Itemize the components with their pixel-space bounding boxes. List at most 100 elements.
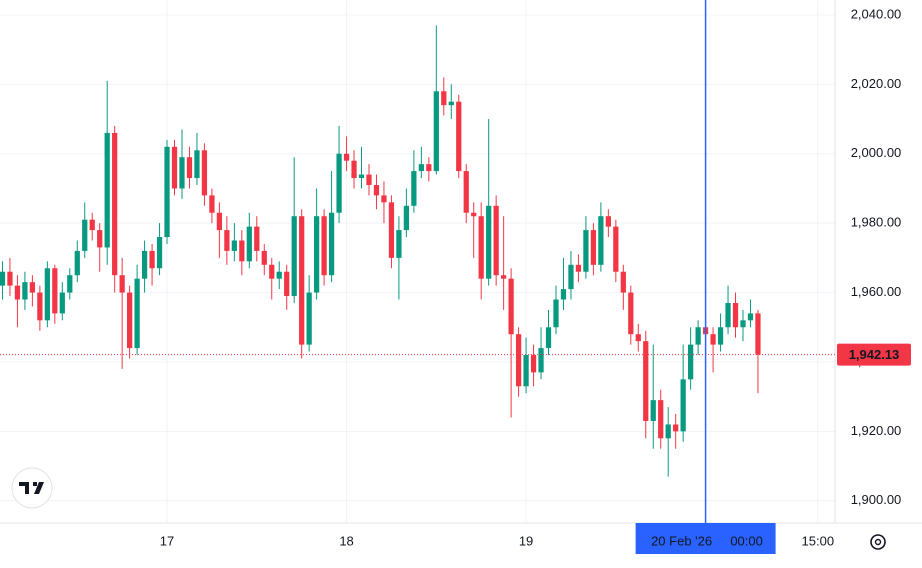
- candle-body: [37, 292, 43, 321]
- logo-glyph: [19, 482, 44, 494]
- candle-body: [426, 164, 432, 172]
- candle-body: [141, 250, 148, 279]
- candle-body: [276, 271, 282, 279]
- candle-body: [194, 150, 200, 179]
- y-tick-label: 2,020.00: [851, 76, 902, 91]
- candle-body: [74, 250, 80, 276]
- candle-body: [284, 271, 290, 297]
- candle-body: [620, 271, 626, 293]
- candle-body: [164, 146, 170, 238]
- candle-body: [171, 146, 178, 189]
- y-tick-label: 2,040.00: [851, 6, 902, 21]
- candle-body: [590, 230, 597, 265]
- candle-body: [568, 264, 574, 290]
- candle-body: [486, 205, 492, 279]
- candle-body: [747, 313, 754, 321]
- candle-body: [351, 160, 357, 179]
- candle-body: [7, 271, 13, 286]
- candle-body: [328, 212, 335, 276]
- crosshair-tag: [635, 523, 776, 554]
- candle-body: [658, 400, 664, 439]
- last-price-label: 1,942.13: [849, 347, 900, 362]
- candle-body: [650, 400, 656, 421]
- candle-body: [209, 195, 215, 213]
- candle-body: [254, 226, 260, 251]
- candle-body: [59, 292, 65, 314]
- candle-body: [732, 302, 739, 328]
- candle-body: [269, 264, 275, 279]
- candle-body: [583, 230, 589, 272]
- candle-body: [381, 195, 387, 203]
- candle-body: [553, 299, 559, 328]
- candle-body: [478, 216, 484, 279]
- candle-body: [538, 348, 544, 373]
- candle-body: [710, 334, 716, 345]
- candle-body: [306, 292, 312, 345]
- candle-body: [314, 216, 320, 293]
- candle-body: [134, 278, 140, 349]
- candle-body: [186, 157, 193, 179]
- candle-body: [224, 230, 230, 251]
- candle-body: [501, 275, 507, 279]
- y-tick-label: 1,960.00: [851, 284, 902, 299]
- candle-body: [635, 334, 641, 342]
- candle-body: [418, 164, 424, 172]
- candle-body: [336, 153, 342, 213]
- candle-body: [515, 334, 522, 387]
- candle-body: [545, 327, 552, 349]
- candle-body: [441, 91, 447, 106]
- gear-icon[interactable]: [870, 534, 886, 550]
- candle-body: [29, 282, 36, 293]
- candle-body: [396, 230, 402, 258]
- candle-body: [14, 285, 21, 300]
- candle-body: [239, 240, 245, 262]
- candle-body: [448, 101, 454, 106]
- candle-body: [67, 275, 73, 293]
- candle-body: [717, 327, 724, 345]
- candle-body: [725, 302, 731, 328]
- tradingview-logo[interactable]: [11, 467, 53, 509]
- candle-body: [471, 212, 477, 217]
- gear-center: [874, 538, 882, 546]
- candle-body: [291, 216, 297, 297]
- candle-body: [201, 150, 208, 196]
- x-tick-label: 15:00: [802, 533, 835, 548]
- settings-button[interactable]: [870, 534, 886, 550]
- candle-body: [321, 216, 327, 276]
- candle-body: [755, 313, 761, 355]
- candle-body: [179, 157, 185, 189]
- candle-body: [299, 216, 305, 345]
- candle-body: [508, 278, 514, 335]
- candle-body: [411, 171, 417, 206]
- candle-body: [673, 424, 679, 432]
- candle-body: [433, 91, 439, 172]
- candle-body: [119, 275, 125, 293]
- candle-body: [456, 101, 462, 172]
- candle-body: [628, 292, 634, 335]
- candle-body: [149, 250, 155, 269]
- logo-circle[interactable]: [11, 467, 53, 509]
- candle-body: [358, 174, 365, 179]
- candle-body: [598, 216, 604, 265]
- candle-body: [0, 271, 6, 286]
- candle-body: [388, 202, 395, 258]
- candle-body: [688, 344, 694, 380]
- candle-body: [665, 424, 671, 439]
- candle-body: [127, 292, 133, 349]
- candle-body: [112, 132, 118, 276]
- crosshair-date: 20 Feb '26: [651, 533, 712, 548]
- crosshair-time: 00:00: [730, 533, 763, 548]
- candle-body: [605, 216, 611, 227]
- candle-body: [740, 320, 746, 328]
- candle-body: [493, 205, 499, 276]
- candle-body: [523, 355, 529, 387]
- candle-body: [231, 240, 237, 251]
- y-tick-label: 1,900.00: [851, 492, 902, 507]
- candle-body: [216, 212, 223, 231]
- x-tick-label: 19: [519, 533, 533, 548]
- candle-body: [156, 237, 163, 269]
- candle-body: [530, 355, 537, 373]
- candle-body: [104, 132, 110, 248]
